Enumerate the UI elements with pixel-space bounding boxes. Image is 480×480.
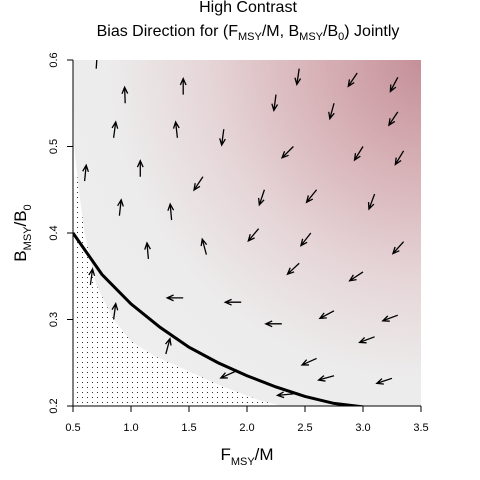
bias-arrow [95, 60, 98, 69]
y-tick-label: 0.3 [48, 312, 60, 327]
arrow-field [82, 60, 405, 399]
bias-arrow [264, 320, 282, 328]
bias-arrow [121, 85, 129, 104]
bias-arrow [388, 111, 399, 127]
bias-arrow [305, 189, 318, 204]
bias-arrow [286, 262, 300, 276]
y-tick-label: 0.6 [48, 52, 60, 67]
bias-arrow [353, 146, 364, 162]
bias-arrow [223, 298, 242, 306]
chart-subtitle: Bias Direction for (FMSY/M, BMSY/B0) Joi… [97, 23, 400, 43]
bias-arrow [88, 267, 96, 285]
bias-arrow [82, 163, 90, 182]
bias-arrow [294, 68, 302, 87]
y-tick-label: 0.5 [48, 139, 60, 154]
y-tick-label: 0.4 [48, 225, 60, 240]
bias-arrow [271, 94, 279, 113]
x-tick-label: 2.0 [239, 422, 254, 434]
bias-arrow [375, 377, 393, 385]
bias-arrow [179, 77, 187, 95]
x-tick-label: 3.0 [355, 422, 370, 434]
bias-arrow [367, 193, 376, 211]
bias-arrow [136, 159, 144, 177]
bias-arrow [111, 120, 119, 138]
bias-arrow [257, 189, 266, 207]
x-tick-label: 0.5 [65, 422, 80, 434]
bias-arrow [117, 198, 124, 216]
x-axis-label: FMSY/M [220, 445, 273, 468]
bias-arrow [165, 294, 184, 302]
bias-arrow [348, 271, 364, 282]
bias-arrow [111, 302, 119, 320]
bias-arrow [172, 120, 180, 138]
infeasible-region [73, 60, 282, 406]
bias-arrow [318, 310, 335, 320]
x-tick-label: 1.0 [123, 422, 138, 434]
bias-arrow [347, 72, 358, 88]
bias-arrow [275, 391, 294, 399]
bias-arrow [280, 146, 294, 159]
y-tick-label: 0.2 [48, 398, 60, 413]
chart-title: High Contrast [199, 0, 297, 16]
bias-arrow [193, 176, 204, 192]
x-axis: 0.5 1.0 1.5 2.0 2.5 3.0 3.5 [65, 405, 429, 434]
x-tick-label: 3.5 [413, 422, 428, 434]
msy-curve [73, 232, 364, 406]
bias-arrow [391, 241, 405, 255]
bias-arrow [144, 241, 151, 260]
plot-area [73, 60, 421, 406]
bias-arrow [317, 375, 335, 382]
bias-arrow [219, 129, 226, 147]
bias-arrow [241, 60, 242, 61]
bias-arrow [394, 150, 405, 166]
bias-arrow [153, 60, 155, 61]
bias-arrow [247, 228, 260, 243]
bias-arrow [165, 337, 172, 355]
bias-arrow [300, 357, 317, 366]
x-tick-label: 2.5 [297, 422, 312, 434]
y-axis: 0.2 0.3 0.4 0.5 0.6 [48, 52, 74, 414]
bias-arrow [389, 76, 399, 93]
bias-arrow [167, 202, 175, 221]
bias-arrow [328, 103, 335, 121]
x-tick-label: 1.5 [181, 422, 196, 434]
bias-arrow [381, 314, 399, 322]
bias-arrow [200, 237, 208, 255]
y-axis-label: BMSY/B0 [11, 204, 34, 261]
bias-arrow [358, 336, 375, 344]
bias-arrow [219, 370, 236, 379]
bias-arrow [299, 232, 312, 247]
